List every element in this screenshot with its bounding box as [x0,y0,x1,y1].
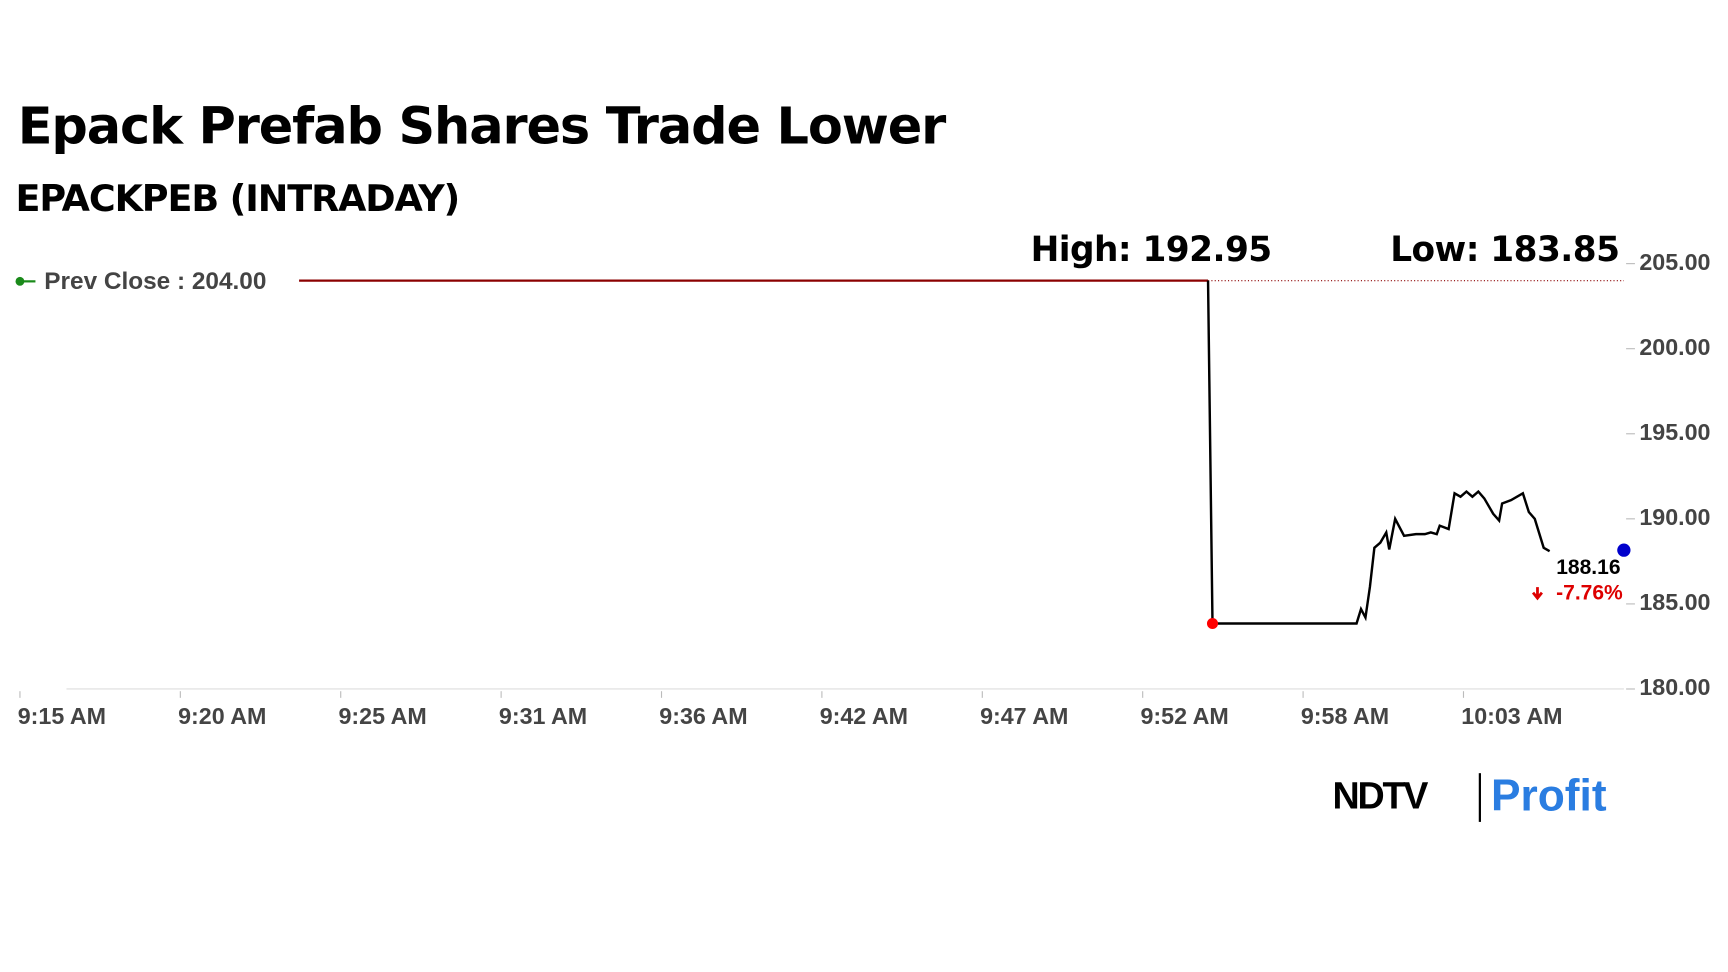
x-tick-label: 10:03 AM [1461,703,1562,729]
chart-title: Epack Prefab Shares Trade Lower [18,98,946,157]
down-arrow [1531,587,1543,601]
x-tick-label: 9:20 AM [178,703,266,729]
change-label: -7.76% [1556,581,1623,604]
low-label: Low: 183.85 [1390,230,1619,270]
prev-close-label: Prev Close : 204.00 [44,268,266,295]
last-price: 188.16 [1556,556,1620,579]
y-tick-label: 200.00 [1639,334,1710,360]
x-tick-label: 9:42 AM [820,703,908,729]
x-tick-label: 9:52 AM [1140,703,1228,729]
y-tick-label: 185.00 [1639,589,1710,615]
y-tick-label: 205.00 [1639,249,1710,275]
x-tick-label: 9:47 AM [980,703,1068,729]
x-tick-label: 9:31 AM [499,703,587,729]
x-tick-label: 9:15 AM [18,703,106,729]
x-tick-label: 9:36 AM [659,703,747,729]
x-tick-label: 9:58 AM [1301,703,1389,729]
logo-profit: Profit [1491,771,1607,820]
x-tick-label: 9:25 AM [339,703,427,729]
low-marker [1206,617,1219,630]
high-label: High: 192.95 [1031,230,1272,270]
price-line [1206,280,1551,625]
y-tick-label: 190.00 [1639,504,1710,530]
last-marker [1617,543,1631,557]
logo-ndtv: NDTV [1333,775,1429,817]
y-tick-label: 195.00 [1639,419,1710,445]
chart-subtitle: EPACKPEB (INTRADAY) [16,177,460,220]
y-tick-label: 180.00 [1639,674,1710,700]
